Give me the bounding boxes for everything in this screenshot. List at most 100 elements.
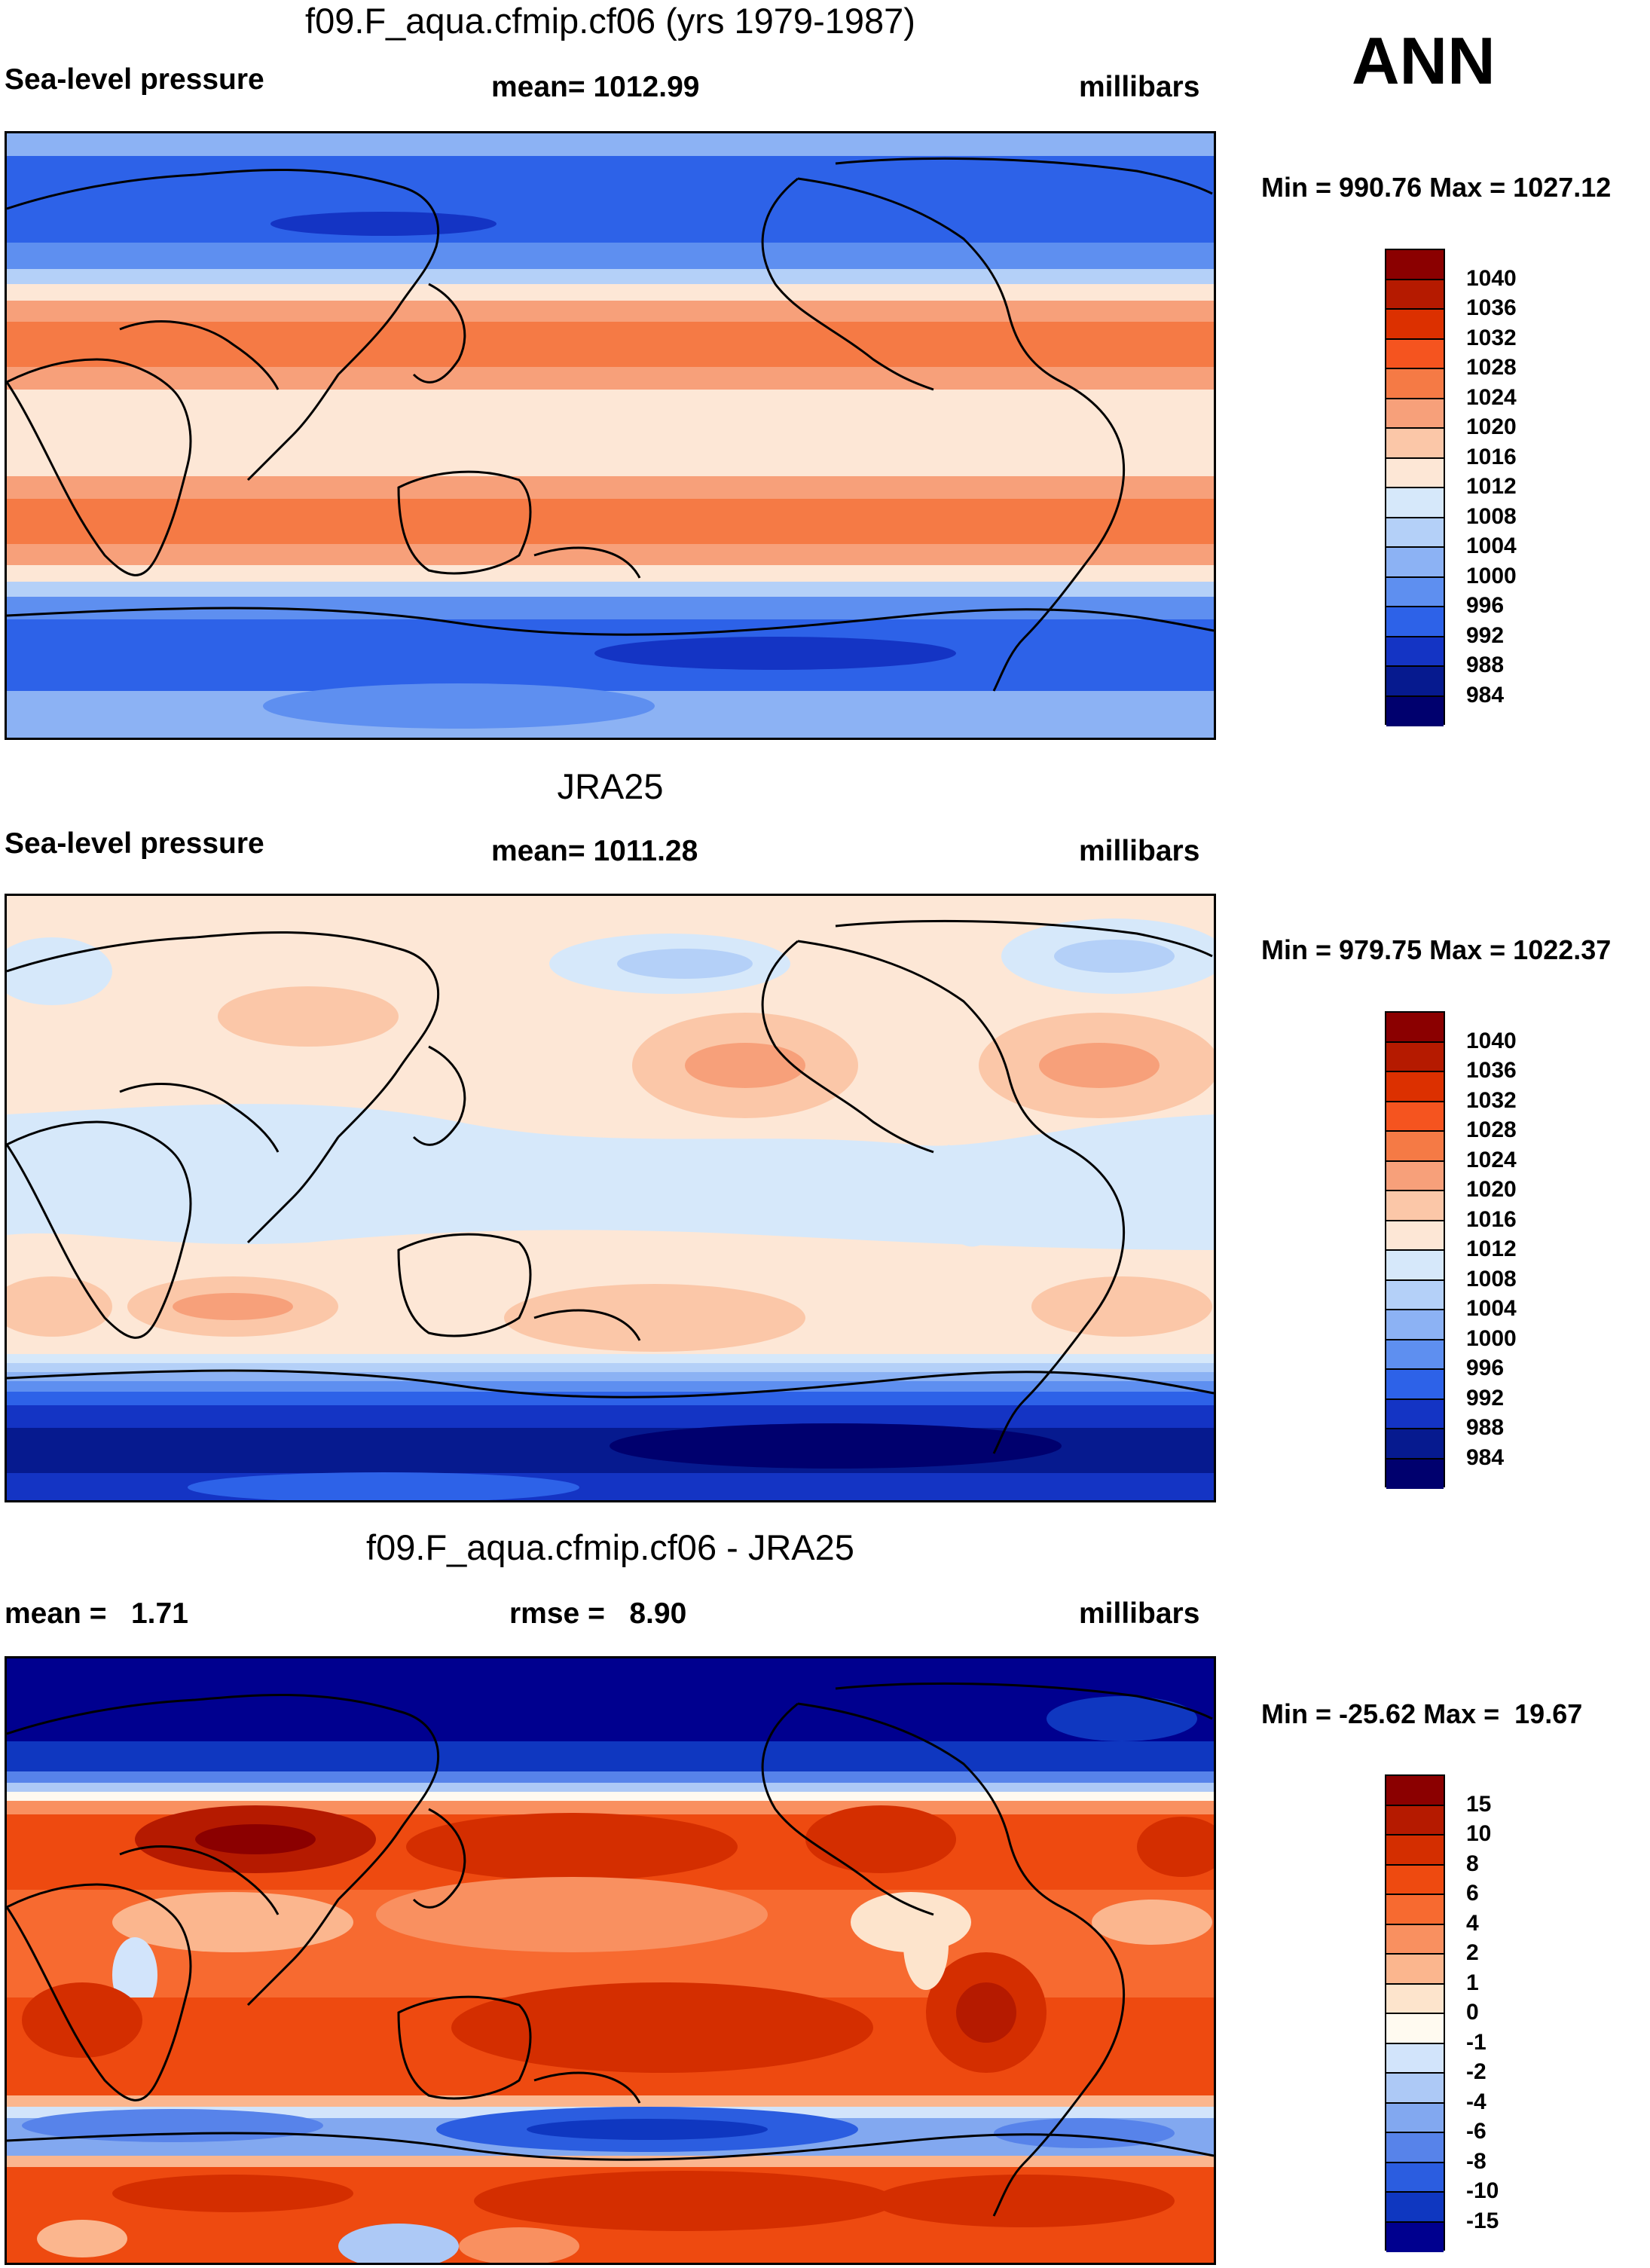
panel1-left-label: Sea-level pressure <box>5 63 264 96</box>
colorbar-tick-label: -6 <box>1466 2119 1487 2144</box>
panel3-map <box>5 1656 1216 2265</box>
colorbar-tick-label: 992 <box>1466 1385 1505 1411</box>
panel2-minmax: Min = 979.75 Max = 1022.37 <box>1261 934 1612 965</box>
colorbar-tick-label: 984 <box>1466 682 1505 708</box>
panel1-map <box>5 131 1216 740</box>
colorbar-tick-label: 1040 <box>1466 265 1517 291</box>
colorbar-swatch <box>1386 577 1444 607</box>
colorbar-tick-label: 4 <box>1466 1910 1479 1936</box>
colorbar-swatch <box>1386 1370 1444 1400</box>
colorbar-swatch <box>1386 2222 1444 2252</box>
colorbar-swatch <box>1386 1835 1444 1866</box>
colorbar-tick-label: -4 <box>1466 2089 1487 2114</box>
colorbar-swatch <box>1386 1340 1444 1370</box>
colorbar-tick-label: 1036 <box>1466 1058 1517 1083</box>
colorbar-swatch <box>1386 1221 1444 1251</box>
colorbar-swatch <box>1386 518 1444 548</box>
colorbar-tick-label: 1024 <box>1466 384 1517 410</box>
panel2-mean-label: mean= 1011.28 <box>491 835 698 867</box>
panel3-mean-label: mean = 1.71 <box>5 1597 188 1630</box>
panel2-title: JRA25 <box>557 766 664 806</box>
panel1-title: f09.F_aqua.cfmip.cf06 (yrs 1979-1987) <box>305 1 915 41</box>
colorbar-swatch <box>1386 1955 1444 1985</box>
panel3-minmax: Min = -25.62 Max = 19.67 <box>1261 1698 1583 1729</box>
colorbar-swatch <box>1386 1429 1444 1460</box>
colorbar-swatch <box>1386 280 1444 310</box>
colorbar-tick-label: 2 <box>1466 1940 1479 1965</box>
colorbar-tick-label: 10 <box>1466 1821 1492 1846</box>
colorbar-tick-label: 1020 <box>1466 1177 1517 1202</box>
colorbar-tick-label: 1008 <box>1466 1266 1517 1291</box>
colorbar-swatch <box>1386 488 1444 518</box>
panel1-units-label: millibars <box>1079 71 1200 103</box>
colorbar-swatch <box>1386 1042 1444 1072</box>
panel3-units-label: millibars <box>1079 1597 1200 1630</box>
colorbar-tick-label: 1008 <box>1466 503 1517 529</box>
colorbar-tick-label: -8 <box>1466 2148 1487 2174</box>
panel3-rmse-label: rmse = 8.90 <box>509 1597 687 1630</box>
colorbar-swatch <box>1386 637 1444 667</box>
colorbar-swatch <box>1386 1132 1444 1162</box>
colorbar-swatch <box>1386 667 1444 697</box>
colorbar-swatch <box>1386 1013 1444 1043</box>
colorbar-tick-label: 1016 <box>1466 444 1517 469</box>
colorbar-tick-label: 15 <box>1466 1791 1492 1817</box>
panel2-left-label: Sea-level pressure <box>5 827 264 860</box>
panel1-mean-label: mean= 1012.99 <box>491 71 700 103</box>
colorbar-swatch <box>1386 1310 1444 1340</box>
colorbar-tick-label: 1012 <box>1466 474 1517 499</box>
colorbar-swatch <box>1386 369 1444 399</box>
colorbar-swatch <box>1386 1865 1444 1895</box>
colorbar-swatch <box>1386 2043 1444 2074</box>
colorbar-tick-label: -2 <box>1466 2059 1487 2084</box>
colorbar-swatch <box>1386 1399 1444 1429</box>
colorbar-tick-label: 0 <box>1466 2000 1479 2025</box>
panel2-colorbar <box>1385 1011 1445 1489</box>
colorbar-tick-label: 984 <box>1466 1444 1505 1470</box>
colorbar-tick-label: 996 <box>1466 1356 1505 1380</box>
colorbar-swatch <box>1386 1805 1444 1835</box>
colorbar-tick-label: 1000 <box>1466 563 1517 588</box>
colorbar-tick-label: 1012 <box>1466 1236 1517 1261</box>
colorbar-tick-label: 1024 <box>1466 1147 1517 1172</box>
colorbar-tick-label: 1004 <box>1466 1296 1517 1321</box>
colorbar-swatch <box>1386 1191 1444 1221</box>
colorbar-swatch <box>1386 429 1444 459</box>
colorbar-swatch <box>1386 548 1444 578</box>
colorbar-tick-label: 1028 <box>1466 1117 1517 1142</box>
panel3-colorbar <box>1385 1774 1445 2252</box>
colorbar-swatch <box>1386 399 1444 429</box>
colorbar-swatch <box>1386 2103 1444 2133</box>
colorbar-tick-label: 6 <box>1466 1881 1479 1906</box>
colorbar-tick-label: 8 <box>1466 1851 1479 1876</box>
colorbar-swatch <box>1386 2133 1444 2163</box>
colorbar-tick-label: 988 <box>1466 653 1505 677</box>
colorbar-swatch <box>1386 339 1444 369</box>
colorbar-swatch <box>1386 458 1444 488</box>
colorbar-tick-label: 1020 <box>1466 414 1517 439</box>
colorbar-tick-label: -10 <box>1466 2178 1499 2203</box>
colorbar-tick-label: 1036 <box>1466 295 1517 320</box>
colorbar-swatch <box>1386 250 1444 280</box>
colorbar-swatch <box>1386 1102 1444 1132</box>
colorbar-swatch <box>1386 2163 1444 2193</box>
panel3-title: f09.F_aqua.cfmip.cf06 - JRA25 <box>366 1527 854 1567</box>
colorbar-tick-label: 988 <box>1466 1415 1505 1440</box>
colorbar-swatch <box>1386 607 1444 637</box>
colorbar-tick-label: 1040 <box>1466 1028 1517 1053</box>
colorbar-tick-label: 992 <box>1466 622 1505 648</box>
panel2-map <box>5 894 1216 1502</box>
colorbar-swatch <box>1386 310 1444 340</box>
colorbar-swatch <box>1386 1280 1444 1310</box>
colorbar-swatch <box>1386 1895 1444 1925</box>
panel2-units-label: millibars <box>1079 835 1200 867</box>
colorbar-tick-label: -1 <box>1466 2029 1487 2055</box>
colorbar-swatch <box>1386 1776 1444 1806</box>
colorbar-tick-label: 1000 <box>1466 1325 1517 1351</box>
colorbar-swatch <box>1386 1251 1444 1281</box>
colorbar-swatch <box>1386 1072 1444 1102</box>
colorbar-swatch <box>1386 2014 1444 2044</box>
colorbar-tick-label: 1 <box>1466 1970 1479 1995</box>
colorbar-swatch <box>1386 1161 1444 1191</box>
colorbar-tick-label: 1032 <box>1466 1087 1517 1113</box>
